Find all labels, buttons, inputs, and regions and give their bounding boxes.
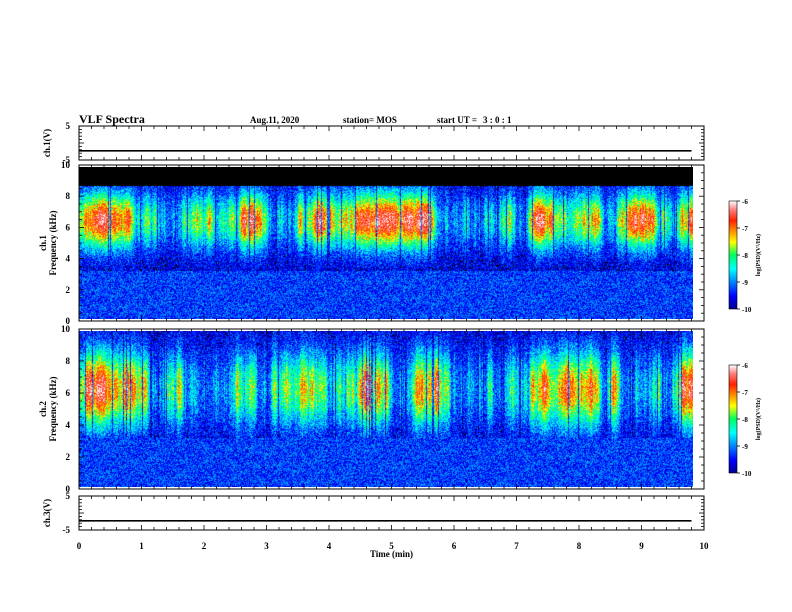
ch1-spectrogram-canvas xyxy=(79,167,693,319)
channel-label: ch.2 xyxy=(38,401,48,417)
colorbar-tick-label: -7 xyxy=(742,389,748,397)
y-tick-label: 0 xyxy=(66,316,71,326)
colorbar-label: log(PSD)(V²/Hz) xyxy=(755,398,762,440)
start-ut-prefix: start UT = xyxy=(437,115,477,125)
colorbar-tick-label: -10 xyxy=(742,306,752,314)
channel-label: ch.1 xyxy=(38,235,48,251)
y-tick-label: -5 xyxy=(63,525,71,535)
colorbar-tick-label: -10 xyxy=(742,470,752,478)
colorbar xyxy=(728,200,738,310)
frequency-axis-label: Frequency (kHz) xyxy=(48,376,58,441)
y-tick-label: 4 xyxy=(66,420,71,430)
voltage-axis-label: ch.1(V) xyxy=(42,129,52,157)
x-tick-label: 2 xyxy=(202,541,207,551)
y-tick-label: 6 xyxy=(66,222,71,232)
y-tick-label: 10 xyxy=(61,324,71,334)
x-tick-label: 8 xyxy=(577,541,582,551)
x-tick-label: 5 xyxy=(389,541,394,551)
colorbar-tick-label: -8 xyxy=(742,252,748,260)
station-label: station= MOS xyxy=(343,115,397,125)
colorbar-tick-label: -9 xyxy=(742,279,748,287)
y-tick-label: 4 xyxy=(66,254,71,264)
start-ut-value: 3 : 0 : 1 xyxy=(482,115,512,125)
ch1-spectrogram-image xyxy=(79,167,693,319)
frequency-axis-label: Frequency (kHz) xyxy=(48,210,58,275)
y-tick-label: 5 xyxy=(66,491,71,501)
x-tick-label: 3 xyxy=(264,541,269,551)
x-tick-label: 10 xyxy=(700,541,710,551)
ch3-voltage-panel xyxy=(78,495,705,531)
colorbar-tick-label: -6 xyxy=(742,198,748,206)
colorbar-tick-label: -8 xyxy=(742,416,748,424)
y-tick-label: 10 xyxy=(61,160,71,170)
y-tick-label: 6 xyxy=(66,388,71,398)
y-tick-label: 8 xyxy=(66,356,71,366)
y-tick-label: 2 xyxy=(66,285,71,295)
y-tick-label: -5 xyxy=(63,155,71,165)
colorbar-tick-label: -9 xyxy=(742,443,748,451)
y-tick-label: 0 xyxy=(66,484,71,494)
x-tick-label: 0 xyxy=(77,541,82,551)
y-tick-label: 8 xyxy=(66,191,71,201)
colorbar-tick-label: -6 xyxy=(742,362,748,370)
x-axis-label: Time (min) xyxy=(370,549,413,559)
ch1-voltage-panel xyxy=(78,125,705,161)
x-tick-label: 9 xyxy=(639,541,644,551)
colorbar-tick-label: -7 xyxy=(742,225,748,233)
voltage-axis-label: ch.3(V) xyxy=(42,499,52,527)
ch1-voltage-frame xyxy=(78,125,705,161)
chart-title: VLF Spectra xyxy=(79,112,145,126)
x-tick-label: 7 xyxy=(514,541,519,551)
x-tick-label: 6 xyxy=(452,541,457,551)
start-time-label: start UT = 3 : 0 : 1 xyxy=(437,115,511,125)
colorbars: -6 -7 -8 -9 -10 log(PSD)(V²/Hz) -6 -7 -8 -9 -10 log… xyxy=(728,198,762,478)
colorbar-label: log(PSD)(V²/Hz) xyxy=(755,234,762,276)
y-tick-label: 5 xyxy=(66,121,71,131)
colorbar xyxy=(728,364,738,474)
x-tick-label: 4 xyxy=(327,541,332,551)
ch3-voltage-frame xyxy=(78,495,705,531)
ch2-spectrogram-canvas xyxy=(79,331,693,487)
x-tick-label: 1 xyxy=(139,541,144,551)
ch2-spectrogram-image xyxy=(79,331,693,487)
date-label: Aug.11, 2020 xyxy=(250,115,300,125)
y-tick-label: 2 xyxy=(66,452,71,462)
